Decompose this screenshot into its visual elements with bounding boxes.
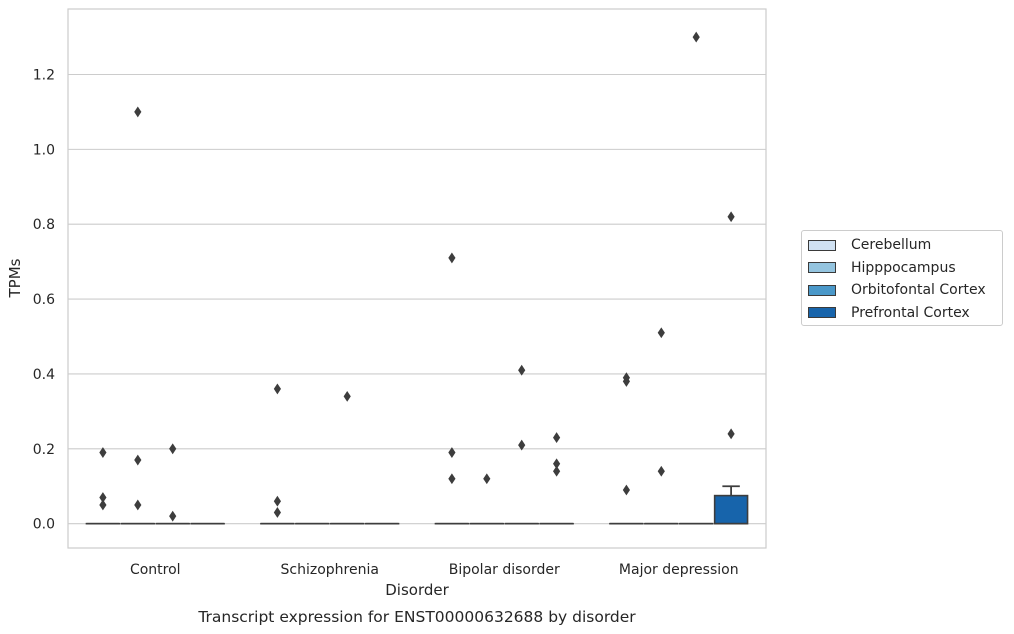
outlier-point — [134, 499, 142, 511]
outliers-layer — [99, 31, 735, 522]
outlier-point — [99, 492, 107, 503]
y-axis-label: TPMs — [6, 258, 24, 298]
outlier-point — [273, 507, 281, 518]
x-tick-label: Control — [130, 562, 181, 578]
y-tick-label: 0.4 — [33, 367, 55, 383]
outlier-point — [343, 391, 351, 402]
legend-swatch — [808, 307, 836, 318]
legend-label: Cerebellum — [851, 237, 932, 253]
outlier-point — [99, 499, 107, 511]
y-tick-label: 1.0 — [33, 142, 55, 158]
box-prefrontal-cortex-3 — [713, 485, 749, 525]
outlier-point — [448, 473, 456, 485]
x-axis-ticks: Control Schizophrenia Bipolar disorder Majo… — [130, 562, 739, 578]
legend-label: Prefrontal Cortex — [851, 304, 970, 321]
outlier-point — [483, 473, 491, 485]
outlier-point — [518, 364, 526, 376]
outlier-point — [622, 376, 630, 387]
legend-swatch — [808, 284, 836, 296]
legend-item: Cerebellum — [808, 235, 931, 255]
y-tick-label: 0.8 — [33, 217, 55, 233]
outlier-point — [553, 465, 561, 477]
legend: Cerebellum Hipppocampus Orbitofontal Corte… — [801, 230, 1003, 326]
x-tick-label: Bipolar disorder — [449, 562, 560, 578]
legend-swatch — [808, 239, 836, 251]
outlier-point — [273, 383, 281, 395]
outlier-point — [134, 106, 142, 118]
plot-area — [67, 8, 767, 549]
outlier-point — [727, 211, 735, 223]
y-tick-label: 0.6 — [33, 292, 55, 308]
y-tick-label: 1.2 — [33, 68, 55, 84]
boxes-layer — [85, 485, 749, 525]
legend-label: Orbitofontal Cortex — [851, 282, 986, 298]
y-axis-ticks: 0.0 0.2 0.4 0.6 0.8 1.0 1.2 — [33, 68, 55, 533]
outlier-point — [448, 252, 456, 264]
outlier-point — [273, 495, 281, 507]
outlier-point — [448, 447, 456, 458]
box-body — [713, 494, 749, 525]
outlier-point — [134, 454, 142, 466]
outlier-point — [518, 439, 526, 451]
outlier-point — [99, 447, 107, 458]
y-tick-label: 0.2 — [33, 442, 55, 458]
legend-item: Hipppocampus — [808, 258, 956, 278]
outlier-point — [622, 484, 630, 496]
outlier-point — [553, 458, 561, 470]
outlier-point — [657, 465, 665, 477]
outlier-point — [553, 432, 561, 443]
legend-item: Orbitofontal Cortex — [808, 280, 986, 300]
legend-swatch — [808, 262, 836, 273]
outlier-point — [169, 443, 177, 455]
outlier-point — [727, 428, 735, 440]
x-axis-label: Disorder — [385, 581, 449, 599]
outlier-point — [692, 31, 700, 43]
x-tick-label: Schizophrenia — [281, 562, 379, 578]
chart-caption: Transcript expression for ENST0000063268… — [197, 608, 636, 626]
y-tick-label: 0.0 — [33, 517, 55, 533]
outlier-point — [169, 510, 177, 522]
outlier-point — [657, 327, 665, 339]
legend-label: Hipppocampus — [851, 259, 956, 276]
legend-item: Prefrontal Cortex — [808, 303, 970, 323]
x-tick-label: Major depression — [619, 562, 739, 578]
